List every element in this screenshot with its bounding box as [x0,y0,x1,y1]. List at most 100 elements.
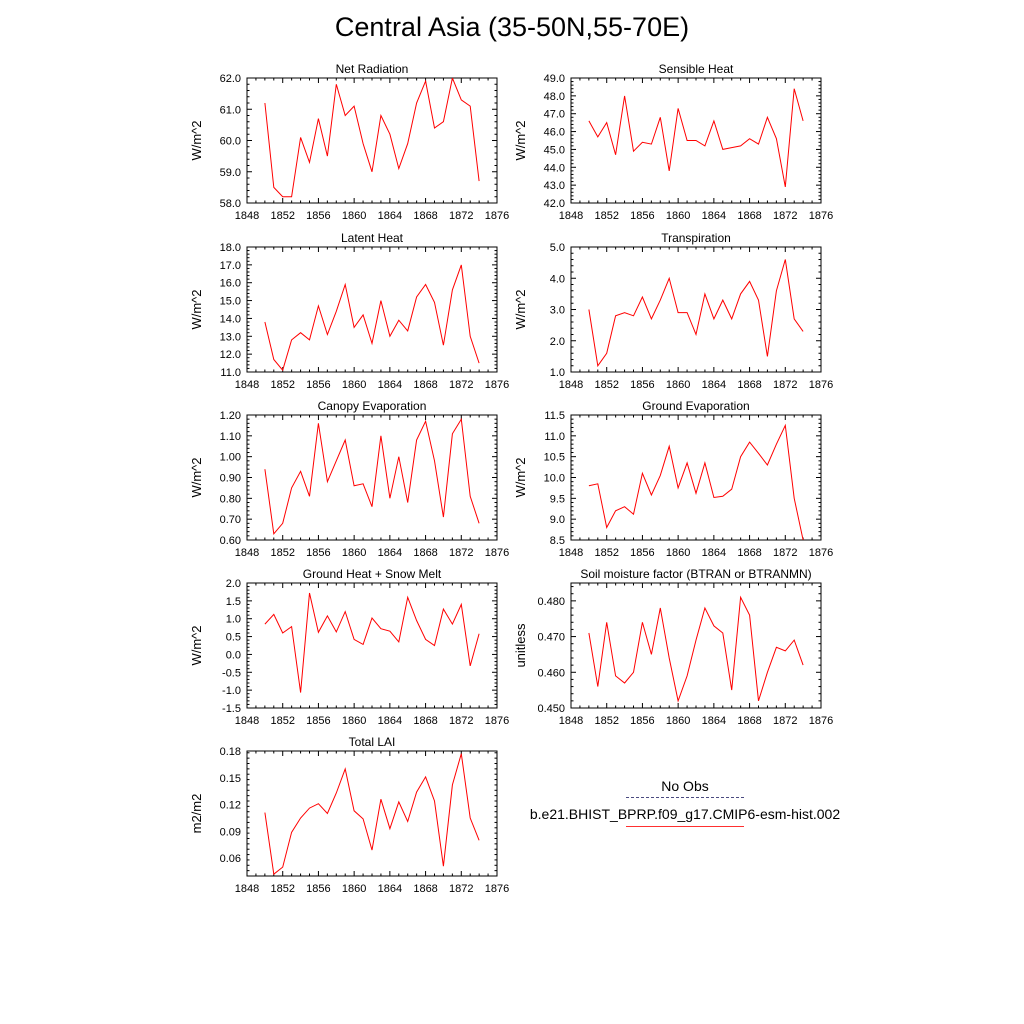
x-tick-label: 1848 [559,379,583,391]
y-tick-label: 15.0 [220,296,241,308]
x-tick-label: 1856 [630,210,654,222]
x-tick-label: 1848 [235,715,259,727]
panel-6: Ground Evaporation W/m^2 1848 1852 1856 1860 1… [513,399,833,559]
x-tick-label: 1876 [485,379,509,391]
y-tick-label: 1.10 [220,431,241,443]
y-tick-label: 11.5 [544,410,565,422]
x-tick-label: 1852 [270,379,294,391]
x-tick-label: 1868 [413,715,437,727]
y-tick-label: 11.0 [544,431,565,443]
x-tick-label: 1868 [413,547,437,559]
y-tick-label: 1.0 [550,367,565,379]
y-tick-label: 43.0 [544,180,565,192]
x-tick-label: 1856 [306,883,330,895]
x-tick-label: 1876 [485,715,509,727]
series-line [264,592,480,693]
panel-7: Ground Heat + Snow Melt W/m^2 1848 1852 1856… [189,567,509,727]
y-tick-label: 2.0 [226,578,241,590]
legend-obs-line [626,797,744,798]
panel-title: Ground Evaporation [642,399,749,413]
y-tick-label: 59.0 [220,167,241,179]
x-tick-label: 1860 [342,379,366,391]
y-axis-label: m2/m2 [189,794,204,834]
y-tick-label: 11.0 [220,367,241,379]
y-tick-label: 9.0 [550,514,565,526]
y-tick-label: 1.5 [226,596,241,608]
y-axis-label: W/m^2 [189,289,204,329]
x-tick-label: 1864 [702,715,726,727]
x-tick-label: 1872 [773,210,797,222]
y-tick-label: 0.460 [537,667,565,679]
panel-5: Canopy Evaporation W/m^2 1848 1852 1856 1860 1… [189,399,509,559]
panel-4: Transpiration W/m^2 1848 1852 1856 1860 1864 18… [513,231,833,391]
y-tick-label: 1.00 [220,452,241,464]
x-tick-label: 1860 [666,210,690,222]
plot-frame [570,582,822,709]
series-line [264,417,480,535]
y-tick-label: 0.80 [220,493,241,505]
panel-title: Soil moisture factor (BTRAN or BTRANMN) [580,567,811,581]
x-tick-label: 1868 [737,210,761,222]
y-tick-label: 0.06 [220,853,241,865]
y-tick-label: 0.70 [220,514,241,526]
series-line [264,264,480,372]
x-tick-label: 1872 [449,210,473,222]
x-tick-label: 1848 [235,210,259,222]
plot-frame [246,246,498,373]
y-tick-label: 0.60 [220,535,241,547]
x-tick-label: 1852 [270,210,294,222]
x-tick-label: 1848 [235,883,259,895]
x-tick-label: 1856 [306,715,330,727]
x-tick-label: 1848 [235,379,259,391]
y-tick-label: 0.18 [220,746,241,758]
y-tick-label: 0.0 [226,649,241,661]
panel-8: Soil moisture factor (BTRAN or BTRANMN) u… [513,567,833,727]
y-tick-label: 0.480 [537,596,565,608]
x-tick-label: 1864 [702,210,726,222]
x-tick-label: 1848 [559,715,583,727]
x-tick-label: 1860 [666,715,690,727]
x-tick-label: 1852 [594,547,618,559]
x-tick-label: 1852 [594,379,618,391]
y-tick-label: 44.0 [544,162,565,174]
y-tick-label: 16.0 [220,278,241,290]
x-tick-label: 1868 [413,210,437,222]
x-tick-label: 1860 [342,715,366,727]
panel-1: Net Radiation W/m^2 1848 1852 1856 1860 1864 18… [189,62,509,222]
x-tick-label: 1856 [306,547,330,559]
panel-title: Total LAI [349,735,396,749]
series-line [588,423,804,540]
y-tick-label: 9.5 [550,493,565,505]
plot-frame [246,414,498,541]
x-tick-label: 1872 [449,379,473,391]
y-tick-label: 13.0 [220,331,241,343]
x-tick-label: 1872 [449,547,473,559]
x-tick-label: 1876 [485,547,509,559]
panel-3: Latent Heat W/m^2 1848 1852 1856 1860 1864 1868… [189,231,509,391]
x-tick-label: 1860 [666,547,690,559]
plot-frame [570,414,822,541]
legend-case-label: b.e21.BHIST_BPRP.f09_g17.CMIP6-esm-hist.… [529,806,841,822]
x-tick-label: 1872 [773,715,797,727]
y-tick-label: -1.0 [222,685,241,697]
y-tick-label: 0.450 [537,703,565,715]
y-tick-label: 10.0 [544,473,565,485]
x-tick-label: 1876 [809,547,833,559]
legend: No Obs b.e21.BHIST_BPRP.f09_g17.CMIP6-es… [520,778,850,827]
y-tick-label: 49.0 [544,73,565,85]
y-tick-label: 0.470 [537,632,565,644]
x-tick-label: 1868 [737,547,761,559]
panel-title: Latent Heat [341,231,404,245]
y-tick-label: 46.0 [544,127,565,139]
y-tick-label: 4.0 [550,273,565,285]
x-tick-label: 1864 [378,379,402,391]
y-tick-label: -1.5 [222,703,241,715]
x-tick-label: 1852 [270,883,294,895]
x-tick-label: 1872 [449,883,473,895]
plot-frame [246,582,498,709]
x-tick-label: 1856 [306,210,330,222]
y-tick-label: 5.0 [550,242,565,254]
panel-title: Canopy Evaporation [318,399,427,413]
series-line [588,595,804,703]
panel-title: Sensible Heat [659,62,734,76]
